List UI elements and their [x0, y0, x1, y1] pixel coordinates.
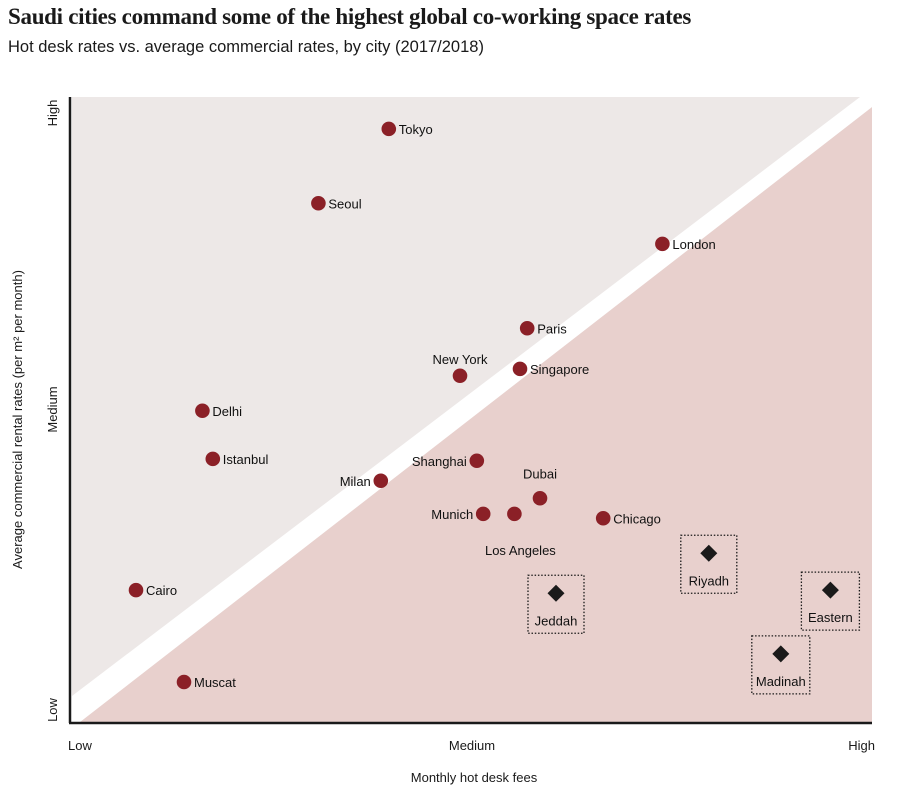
- city-label: Shanghai: [412, 454, 467, 469]
- city-label: Seoul: [328, 196, 361, 211]
- city-point-paris: [519, 320, 535, 336]
- city-point-london: [655, 236, 670, 252]
- y-tick-label: High: [45, 100, 60, 127]
- saudi-city-label: Madinah: [756, 674, 806, 689]
- city-point-new-york: [452, 368, 468, 384]
- saudi-point-jeddah: [547, 584, 565, 602]
- city-point-dubai: [532, 490, 548, 506]
- x-tick-label: Low: [68, 738, 92, 753]
- city-point-delhi: [195, 403, 210, 419]
- saudi-city-label: Jeddah: [535, 613, 578, 628]
- city-label: Cairo: [146, 583, 177, 598]
- saudi-city-box: [527, 574, 585, 634]
- city-label: New York: [433, 352, 488, 367]
- city-label: Paris: [537, 321, 567, 336]
- city-label: Chicago: [613, 511, 661, 526]
- city-point-tokyo: [381, 121, 397, 137]
- city-point-muscat: [176, 674, 192, 690]
- city-point-istanbul: [205, 451, 221, 467]
- city-point-shanghai: [469, 453, 485, 469]
- saudi-city-label: Riyadh: [689, 573, 729, 588]
- city-point-seoul: [311, 195, 326, 211]
- x-axis-title: Monthly hot desk fees: [411, 770, 538, 785]
- city-label: Dubai: [523, 466, 557, 481]
- chart-title: Saudi cities command some of the highest…: [8, 4, 692, 29]
- saudi-point-madinah: [772, 645, 790, 663]
- city-label: Singapore: [530, 362, 589, 377]
- city-label: Los Angeles: [485, 543, 556, 558]
- city-label: Milan: [340, 474, 371, 489]
- city-label: Istanbul: [223, 452, 269, 467]
- y-axis-title: Average commercial rental rates (per m² …: [10, 270, 25, 569]
- saudi-city-box: [800, 571, 861, 631]
- y-tick-label: Medium: [45, 386, 60, 432]
- city-label: Delhi: [212, 404, 242, 419]
- saudi-city-box: [680, 534, 738, 594]
- chart-subtitle: Hot desk rates vs. average commercial ra…: [8, 38, 484, 56]
- city-label: Tokyo: [399, 122, 433, 137]
- saudi-city-label: Eastern: [808, 610, 853, 625]
- city-point-cairo: [128, 582, 144, 598]
- city-point-singapore: [512, 361, 528, 377]
- city-label: Muscat: [194, 675, 236, 690]
- city-label: London: [672, 237, 715, 252]
- saudi-point-eastern: [821, 581, 839, 599]
- saudi-point-riyadh: [700, 544, 718, 562]
- city-point-milan: [373, 473, 389, 489]
- city-point-chicago: [595, 510, 611, 526]
- x-tick-label: High: [848, 738, 875, 753]
- city-point-munich: [475, 506, 491, 522]
- city-point-los-angeles: [507, 506, 522, 522]
- saudi-city-box: [751, 635, 811, 695]
- diagonal-divider: [72, 97, 872, 722]
- y-tick-label: Low: [45, 697, 60, 721]
- x-tick-label: Medium: [449, 738, 495, 753]
- city-label: Munich: [431, 507, 473, 522]
